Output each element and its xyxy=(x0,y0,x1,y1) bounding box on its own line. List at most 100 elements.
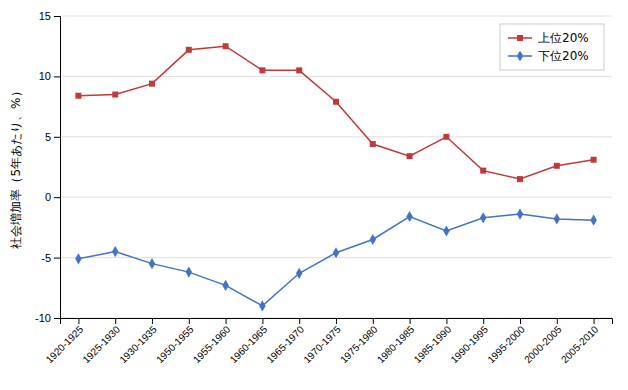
point xyxy=(186,267,192,278)
x-tick-label: 1975-1980 xyxy=(338,323,380,365)
x-tick: 1990-1995 xyxy=(448,318,490,365)
y-tick-label: 5 xyxy=(45,131,51,143)
axis-domain xyxy=(54,17,61,319)
x-tick: 1930-1935 xyxy=(117,318,159,365)
y-axis: -10 -5 0 5 10 15 xyxy=(35,10,60,324)
grid-line xyxy=(60,136,612,137)
x-tick: 1925-1930 xyxy=(80,318,122,365)
legend-symbol xyxy=(517,50,523,61)
point xyxy=(333,99,339,105)
x-tick: 2005-2010 xyxy=(559,318,601,365)
x-tick-label: 1990-1995 xyxy=(448,323,490,365)
chart: 1920-19251925-19301930-19351950-19551955… xyxy=(0,0,628,390)
x-tick-label: 1970-1975 xyxy=(301,323,343,365)
point xyxy=(296,67,302,73)
point xyxy=(370,141,376,147)
point xyxy=(517,176,523,182)
y-tick-label: -5 xyxy=(41,252,51,264)
x-tick-mark xyxy=(410,318,411,324)
x-tick-label: 1930-1935 xyxy=(117,323,159,365)
x-tick-mark xyxy=(594,318,595,324)
x-axis: 1920-19251925-19301930-19351950-19551955… xyxy=(44,318,613,365)
x-tick-label: 1985-1990 xyxy=(412,323,454,365)
y-tick: 10 xyxy=(39,70,60,82)
point xyxy=(443,134,449,140)
y-tick-mark xyxy=(54,258,60,259)
x-tick-label: 1995-2000 xyxy=(485,323,527,365)
point xyxy=(112,246,118,257)
legend: 上位20% 下位20% xyxy=(500,24,604,70)
point xyxy=(259,67,265,73)
x-tick-mark xyxy=(226,318,227,324)
plot-area: 1920-19251925-19301930-19351950-19551955… xyxy=(35,10,612,365)
point xyxy=(112,92,118,98)
y-tick: 0 xyxy=(45,191,60,203)
x-tick: 1975-1980 xyxy=(338,318,380,365)
point xyxy=(590,215,596,226)
x-tick-mark xyxy=(152,318,153,324)
grid-line xyxy=(60,76,612,77)
marks xyxy=(75,43,597,311)
legend-label: 下位20% xyxy=(538,49,589,63)
x-tick-mark xyxy=(299,318,300,324)
point xyxy=(591,157,597,163)
x-tick: 1950-1955 xyxy=(154,318,196,365)
x-tick-mark xyxy=(446,318,447,324)
x-tick-label: 1955-1960 xyxy=(191,323,233,365)
x-tick-mark xyxy=(189,318,190,324)
y-tick: 15 xyxy=(39,10,60,22)
x-tick-label: 2000-2005 xyxy=(522,323,564,365)
point xyxy=(554,163,560,169)
x-tick-mark xyxy=(78,318,79,324)
y-tick-mark xyxy=(54,16,60,17)
x-tick: 1920-1925 xyxy=(44,318,86,365)
x-tick-label: 1960-1965 xyxy=(228,323,270,365)
grid xyxy=(60,16,612,318)
legend-item: 上位20% xyxy=(508,31,589,45)
y-tick-mark xyxy=(54,318,60,319)
point xyxy=(443,225,449,236)
point xyxy=(75,253,81,264)
x-tick-label: 1925-1930 xyxy=(80,323,122,365)
legend-frame xyxy=(500,24,604,70)
point xyxy=(333,247,339,258)
point xyxy=(406,211,412,222)
grid-line xyxy=(60,16,612,17)
x-tick-mark xyxy=(520,318,521,324)
point xyxy=(149,81,155,87)
y-tick-label: 0 xyxy=(45,191,51,203)
point xyxy=(370,234,376,245)
axis-domain xyxy=(61,319,613,325)
x-tick: 1960-1965 xyxy=(228,318,270,365)
x-tick: 2000-2005 xyxy=(522,318,564,365)
x-tick: 1995-2000 xyxy=(485,318,527,365)
y-tick: -10 xyxy=(35,312,60,324)
y-tick-label: 15 xyxy=(39,10,51,22)
point xyxy=(480,212,486,223)
point xyxy=(296,268,302,279)
x-tick-label: 1920-1925 xyxy=(44,323,86,365)
point xyxy=(517,209,523,220)
x-tick-label: 1980-1985 xyxy=(375,323,417,365)
x-tick-mark xyxy=(262,318,263,324)
point xyxy=(149,258,155,269)
point xyxy=(407,153,413,159)
point xyxy=(223,43,229,49)
x-tick-label: 1950-1955 xyxy=(154,323,196,365)
point xyxy=(480,168,486,174)
y-tick-label: 10 xyxy=(39,70,51,82)
legend-item: 下位20% xyxy=(508,49,589,63)
x-tick: 1985-1990 xyxy=(412,318,454,365)
point xyxy=(75,93,81,99)
x-tick-label: 1965-1970 xyxy=(264,323,306,365)
legend-symbol xyxy=(517,35,523,41)
series xyxy=(75,209,597,312)
x-tick-mark xyxy=(483,318,484,324)
x-tick: 1955-1960 xyxy=(191,318,233,365)
x-tick-mark xyxy=(336,318,337,324)
point xyxy=(554,213,560,224)
y-tick: -5 xyxy=(41,252,60,264)
point xyxy=(186,47,192,53)
x-tick-mark xyxy=(557,318,558,324)
y-axis-title: 社会増加率（5年あたり、%） xyxy=(9,85,23,248)
